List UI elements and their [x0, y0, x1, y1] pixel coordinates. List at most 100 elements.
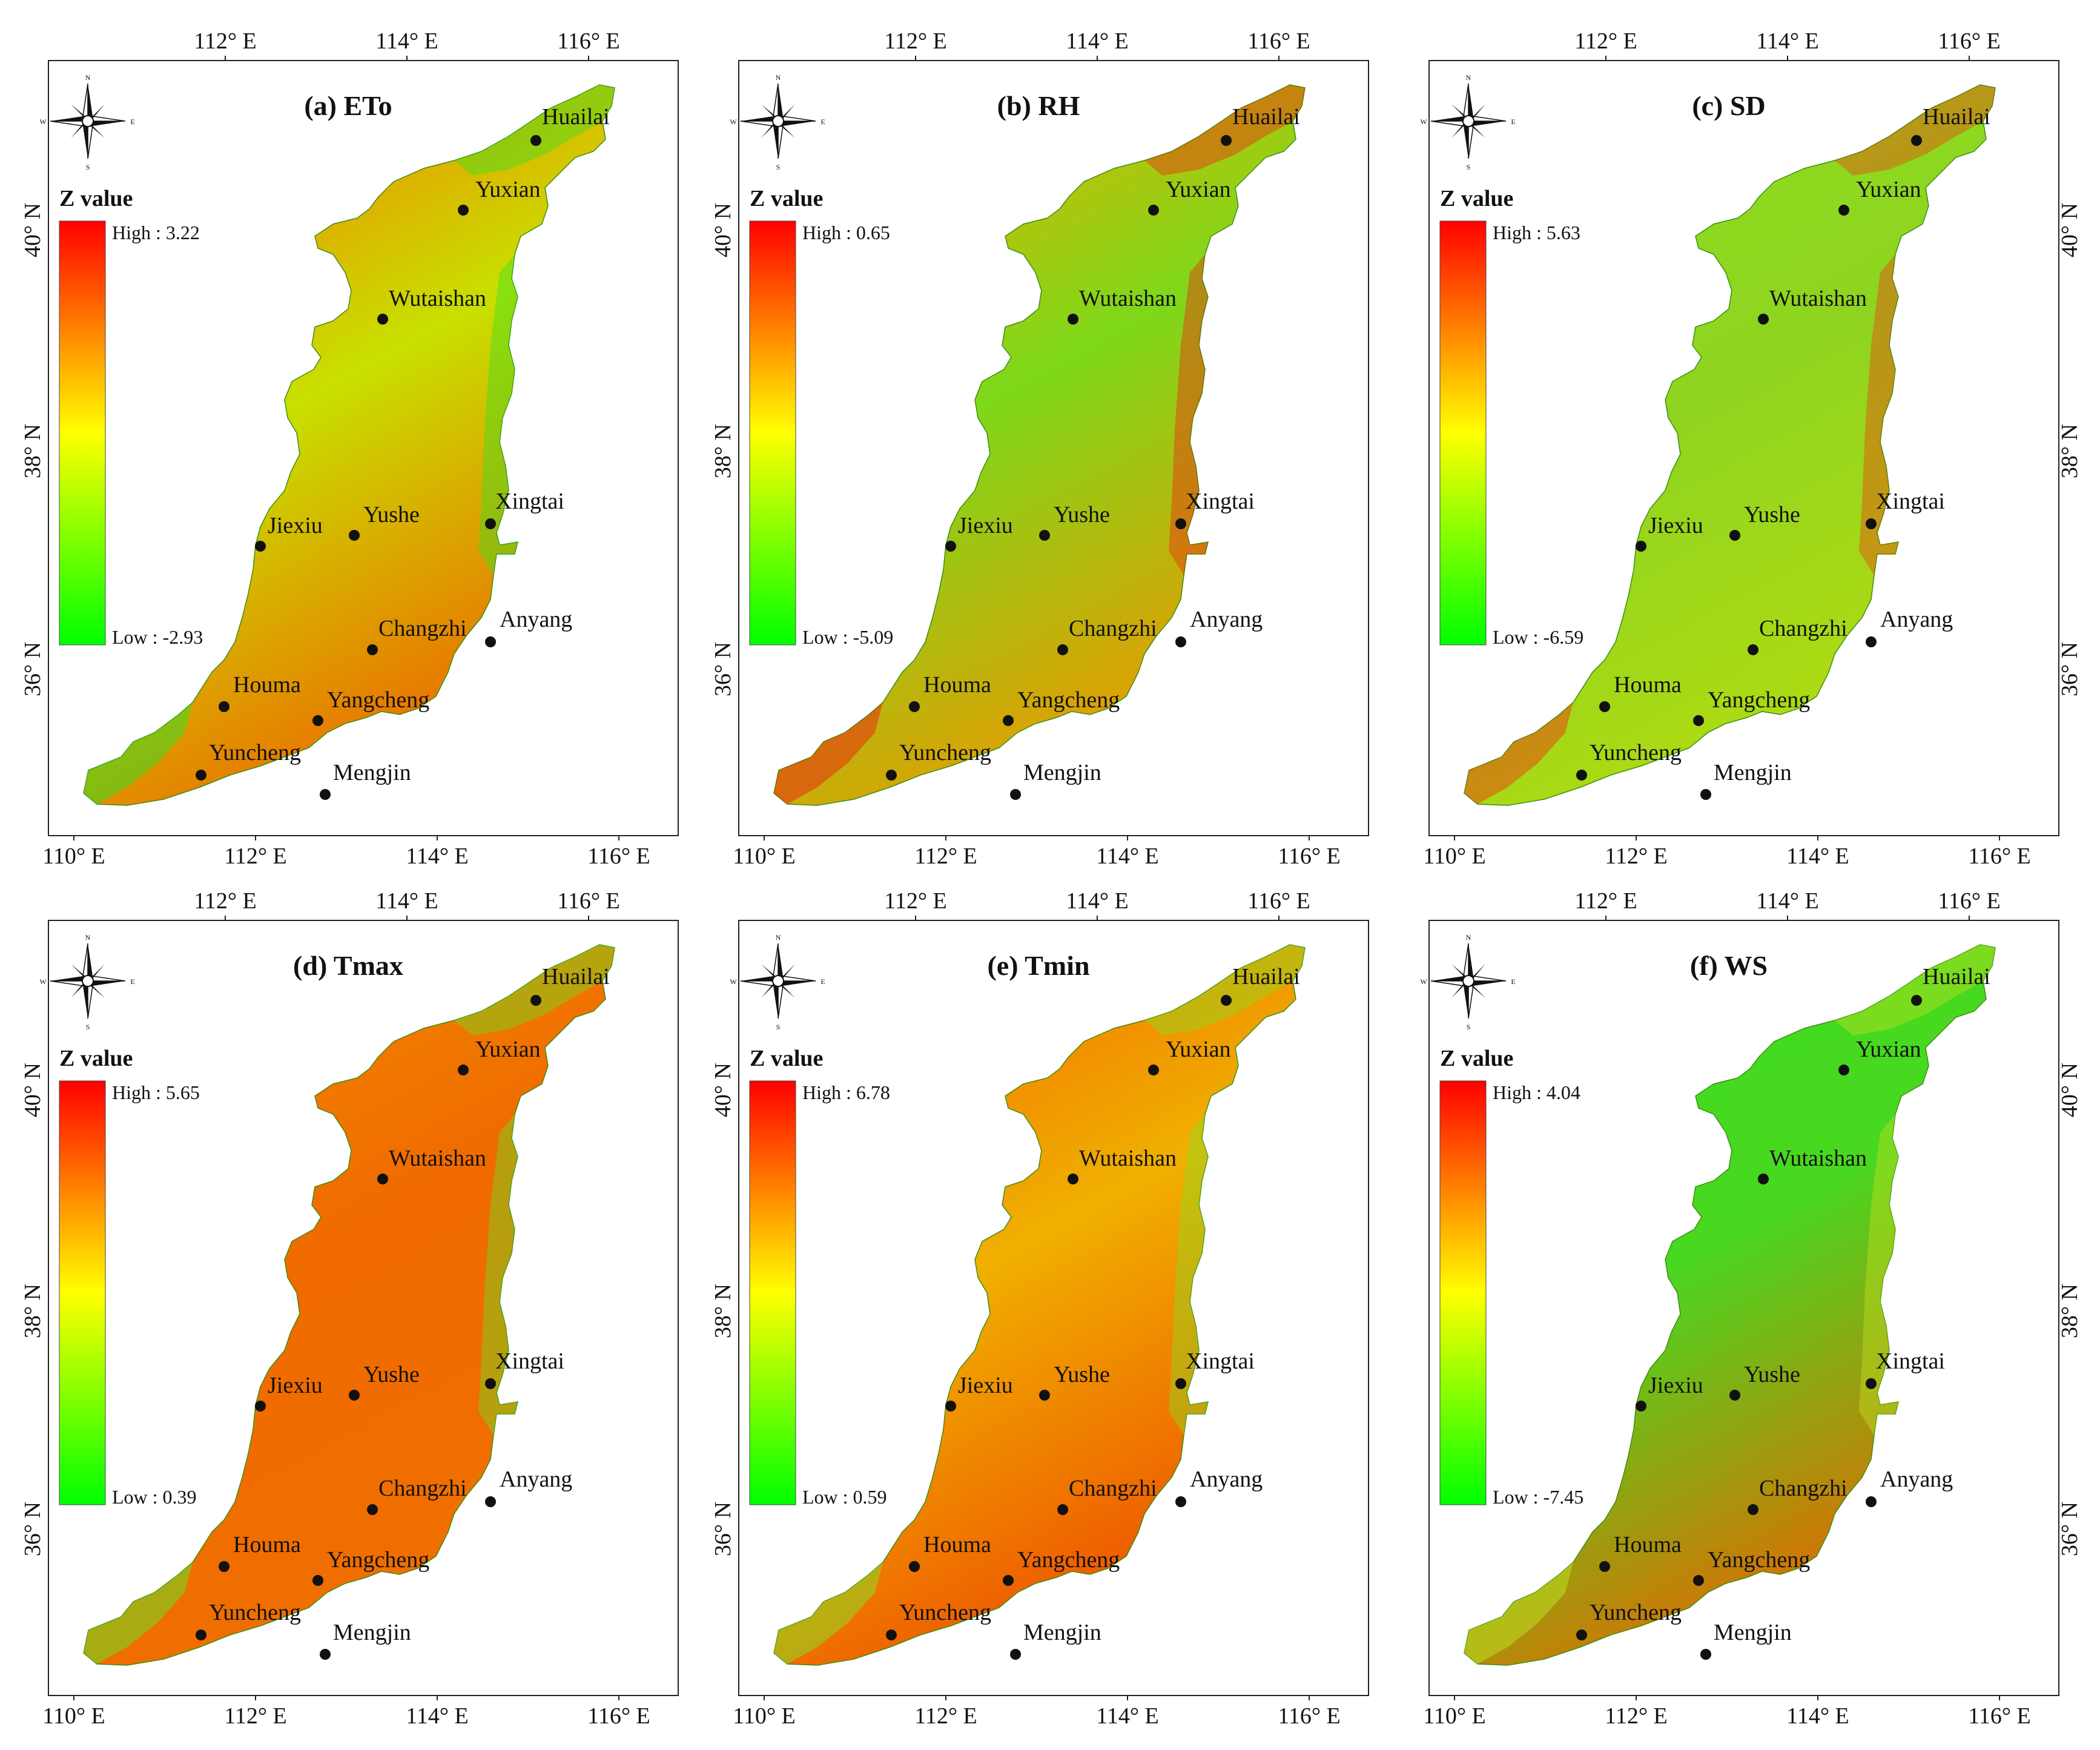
- bottom-tick-116: 116° E: [1968, 1703, 2031, 1729]
- station-label-anyang: Anyang: [1880, 1467, 1953, 1492]
- legend-high: High : 5.63: [1493, 222, 1580, 243]
- panel-title: (a) ETo: [304, 90, 392, 121]
- bottom-axis: 110° E 112° E 114° E 116° E: [42, 1696, 650, 1729]
- bottom-tick-112: 112° E: [224, 1703, 287, 1729]
- lat-tick-40: 40° N: [710, 1063, 736, 1117]
- station-dot-changzhi: [1057, 644, 1068, 655]
- study-region: [1464, 944, 1996, 1666]
- top-tick-112: 112° E: [884, 28, 947, 54]
- station-dot-changzhi: [1748, 644, 1758, 655]
- station-label-huailai: Huailai: [542, 964, 610, 989]
- station-dot-changzhi: [367, 1504, 378, 1515]
- stations: Huailai Yuxian Wutaishan Jiexiu Yushe Xi…: [1576, 104, 1990, 800]
- compass-e: E: [130, 117, 134, 126]
- station-dot-xingtai: [1175, 518, 1186, 529]
- station-dot-wutaishan: [1068, 314, 1078, 325]
- compass-n: N: [1466, 933, 1471, 942]
- study-region: [773, 84, 1306, 806]
- station-label-yangcheng: Yangcheng: [327, 1547, 429, 1573]
- station-label-huailai: Huailai: [1923, 104, 1990, 130]
- station-dot-yangcheng: [1693, 715, 1704, 726]
- station-label-yuncheng: Yuncheng: [209, 740, 301, 765]
- top-axis: 112° E 114° E 116° E: [1574, 28, 2001, 61]
- station-dot-anyang: [1866, 636, 1877, 647]
- stations: Huailai Yuxian Wutaishan Jiexiu Yushe Xi…: [196, 104, 610, 800]
- top-tick-112: 112° E: [194, 28, 257, 54]
- lat-tick-40: 40° N: [2057, 1063, 2082, 1117]
- bottom-axis: 110° E 112° E 114° E 116° E: [1423, 1696, 2031, 1729]
- station-label-yangcheng: Yangcheng: [1017, 1547, 1120, 1573]
- legend: Z value High : 6.78 Low : 0.59: [749, 1046, 890, 1508]
- study-region: [83, 84, 615, 806]
- station-label-jiexiu: Jiexiu: [268, 1373, 323, 1398]
- station-label-anyang: Anyang: [500, 607, 572, 632]
- bottom-tick-114: 114° E: [406, 844, 469, 869]
- legend: Z value High : 5.63 Low : -6.59: [1439, 186, 1583, 648]
- station-label-changzhi: Changzhi: [1069, 1476, 1157, 1501]
- station-label-houma: Houma: [1614, 672, 1682, 698]
- bottom-tick-116: 116° E: [1968, 844, 2031, 869]
- legend-colorbar: [749, 220, 796, 646]
- region-edge-tint: [1464, 1562, 1573, 1664]
- compass-n: N: [776, 73, 781, 82]
- legend-low: Low : -7.45: [1493, 1486, 1583, 1508]
- lat-tick-40: 40° N: [710, 203, 736, 257]
- station-dot-huailai: [1221, 995, 1232, 1006]
- station-dot-anyang: [1175, 636, 1186, 647]
- compass-n: N: [85, 933, 91, 942]
- north-arrow-icon: N S E W: [39, 933, 134, 1031]
- legend-title: Z value: [1440, 186, 1513, 211]
- station-label-wutaishan: Wutaishan: [1769, 286, 1867, 311]
- legend-low: Low : -2.93: [112, 626, 203, 648]
- top-tick-114: 114° E: [375, 888, 438, 914]
- station-label-xingtai: Xingtai: [1876, 489, 1945, 514]
- map-svg: 112° E 114° E 116° E 110° E 112° E 114° …: [710, 888, 1369, 1729]
- station-label-houma: Houma: [233, 672, 301, 698]
- station-label-mengjin: Mengjin: [1023, 1620, 1101, 1645]
- legend: Z value High : 3.22 Low : -2.93: [59, 186, 203, 648]
- station-label-changzhi: Changzhi: [1759, 616, 1847, 641]
- compass-w: W: [39, 977, 47, 986]
- bottom-tick-110: 110° E: [42, 1703, 105, 1729]
- station-dot-mengjin: [320, 789, 331, 800]
- station-label-yushe: Yushe: [1744, 1362, 1800, 1387]
- north-arrow-icon: N S E W: [39, 73, 134, 171]
- station-dot-mengjin: [1010, 1649, 1021, 1660]
- region-east-tint: [1859, 1114, 1898, 1435]
- study-region: [1464, 84, 1996, 806]
- legend-colorbar: [1439, 1080, 1487, 1505]
- station-label-huailai: Huailai: [1923, 964, 1990, 989]
- station-dot-xingtai: [1175, 1378, 1186, 1389]
- lat-tick-36: 36° N: [710, 642, 736, 696]
- station-dot-houma: [1599, 1561, 1610, 1572]
- stations: Huailai Yuxian Wutaishan Jiexiu Yushe Xi…: [886, 964, 1300, 1660]
- bottom-tick-112: 112° E: [1605, 1703, 1668, 1729]
- bottom-axis: 110° E 112° E 114° E 116° E: [733, 836, 1341, 869]
- region-north-tint: [454, 85, 615, 176]
- station-dot-jiexiu: [945, 1401, 956, 1412]
- top-tick-116: 116° E: [1938, 28, 2001, 54]
- stations: Huailai Yuxian Wutaishan Jiexiu Yushe Xi…: [1576, 964, 1990, 1660]
- compass-n: N: [85, 73, 91, 82]
- lat-axis: 40° N 38° N 36° N: [2057, 203, 2082, 696]
- lat-tick-40: 40° N: [20, 1063, 45, 1117]
- station-dot-jiexiu: [945, 541, 956, 552]
- station-label-yuxian: Yuxian: [1166, 177, 1231, 202]
- map-svg: 112° E 114° E 116° E 110° E 112° E 114° …: [1420, 28, 2082, 869]
- bottom-tick-116: 116° E: [1278, 1703, 1341, 1729]
- station-dot-yushe: [349, 1390, 360, 1401]
- bottom-tick-114: 114° E: [406, 1703, 469, 1729]
- region-north-tint: [1835, 945, 1995, 1035]
- station-label-yangcheng: Yangcheng: [1708, 687, 1810, 713]
- bottom-tick-110: 110° E: [1423, 844, 1486, 869]
- bottom-tick-110: 110° E: [42, 844, 105, 869]
- compass-w: W: [1420, 977, 1427, 986]
- station-dot-houma: [1599, 701, 1610, 712]
- top-tick-112: 112° E: [1574, 888, 1637, 914]
- station-dot-yushe: [1039, 1390, 1050, 1401]
- station-dot-wutaishan: [1758, 1174, 1769, 1184]
- top-axis: 112° E 114° E 116° E: [1574, 888, 2001, 920]
- station-dot-houma: [219, 701, 229, 712]
- legend-colorbar: [749, 1080, 796, 1505]
